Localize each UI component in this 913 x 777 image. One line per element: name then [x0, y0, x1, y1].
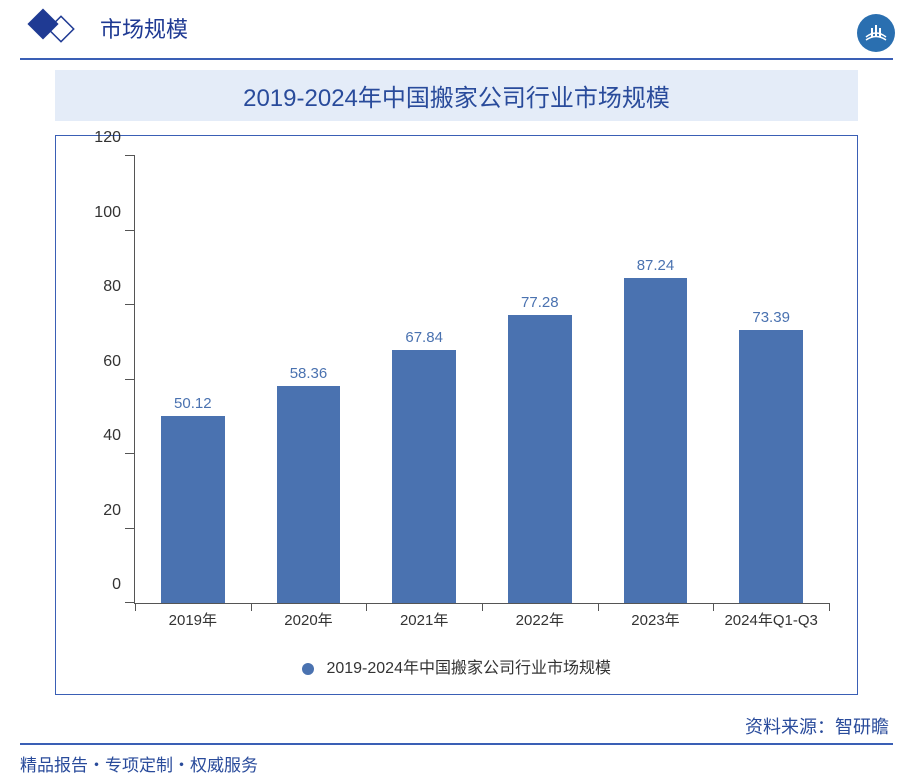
y-tick: [125, 304, 135, 305]
source-name: 智研瞻: [835, 717, 889, 737]
y-tick-label: 60: [103, 353, 121, 371]
y-tick-label: 100: [94, 204, 121, 222]
y-tick: [125, 155, 135, 156]
chart-plot: 02040608010012050.122019年58.362020年67.84…: [134, 156, 829, 604]
y-tick: [125, 453, 135, 454]
legend-label: 2019-2024年中国搬家公司行业市场规模: [326, 660, 611, 677]
x-tick: [829, 603, 830, 611]
bar: 58.36: [277, 386, 341, 603]
source-prefix: 资料来源：: [745, 717, 835, 737]
x-tick: [251, 603, 252, 611]
bar-value-label: 77.28: [508, 294, 572, 311]
source-line: 资料来源：智研瞻: [20, 713, 893, 739]
x-slot: 50.122019年: [135, 156, 251, 603]
bar-value-label: 87.24: [624, 257, 688, 274]
chart-container: 02040608010012050.122019年58.362020年67.84…: [55, 135, 858, 695]
legend-marker-icon: [302, 663, 314, 675]
y-tick: [125, 602, 135, 603]
divider-top: [20, 58, 893, 60]
x-slot: 87.242023年: [598, 156, 714, 603]
x-slot: 77.282022年: [482, 156, 598, 603]
y-tick: [125, 230, 135, 231]
y-tick-label: 20: [103, 502, 121, 520]
bar-value-label: 50.12: [161, 395, 225, 412]
bar-value-label: 58.36: [277, 365, 341, 382]
footer: 资料来源：智研瞻 精品报告・专项定制・权威服务: [20, 713, 893, 776]
bar-value-label: 73.39: [739, 309, 803, 326]
chart-title: 2019-2024年中国搬家公司行业市场规模: [55, 70, 858, 121]
x-slot: 67.842021年: [366, 156, 482, 603]
x-tick: [482, 603, 483, 611]
diamond-icon: [20, 8, 80, 48]
x-tick: [713, 603, 714, 611]
y-tick: [125, 528, 135, 529]
x-slot: 58.362020年: [251, 156, 367, 603]
x-tick: [135, 603, 136, 611]
divider-bottom: [20, 743, 893, 745]
x-slot: 73.392024年Q1-Q3: [713, 156, 829, 603]
bar: 73.39: [739, 330, 803, 603]
y-tick-label: 80: [103, 278, 121, 296]
y-tick: [125, 379, 135, 380]
x-tick-label: 2024年Q1-Q3: [690, 609, 852, 630]
brand-badge-icon: [857, 14, 895, 52]
y-tick-label: 120: [94, 129, 121, 147]
bar: 67.84: [392, 350, 456, 603]
x-tick: [598, 603, 599, 611]
header: 市场规模: [0, 0, 913, 52]
y-tick-label: 0: [112, 576, 121, 594]
footer-tagline: 精品报告・专项定制・权威服务: [20, 751, 893, 776]
chart-legend: 2019-2024年中国搬家公司行业市场规模: [56, 654, 857, 678]
section-title: 市场规模: [100, 12, 188, 44]
x-tick: [366, 603, 367, 611]
bar: 77.28: [508, 315, 572, 603]
bar-value-label: 67.84: [392, 329, 456, 346]
y-tick-label: 40: [103, 427, 121, 445]
bar: 50.12: [161, 416, 225, 603]
bar: 87.24: [624, 278, 688, 603]
